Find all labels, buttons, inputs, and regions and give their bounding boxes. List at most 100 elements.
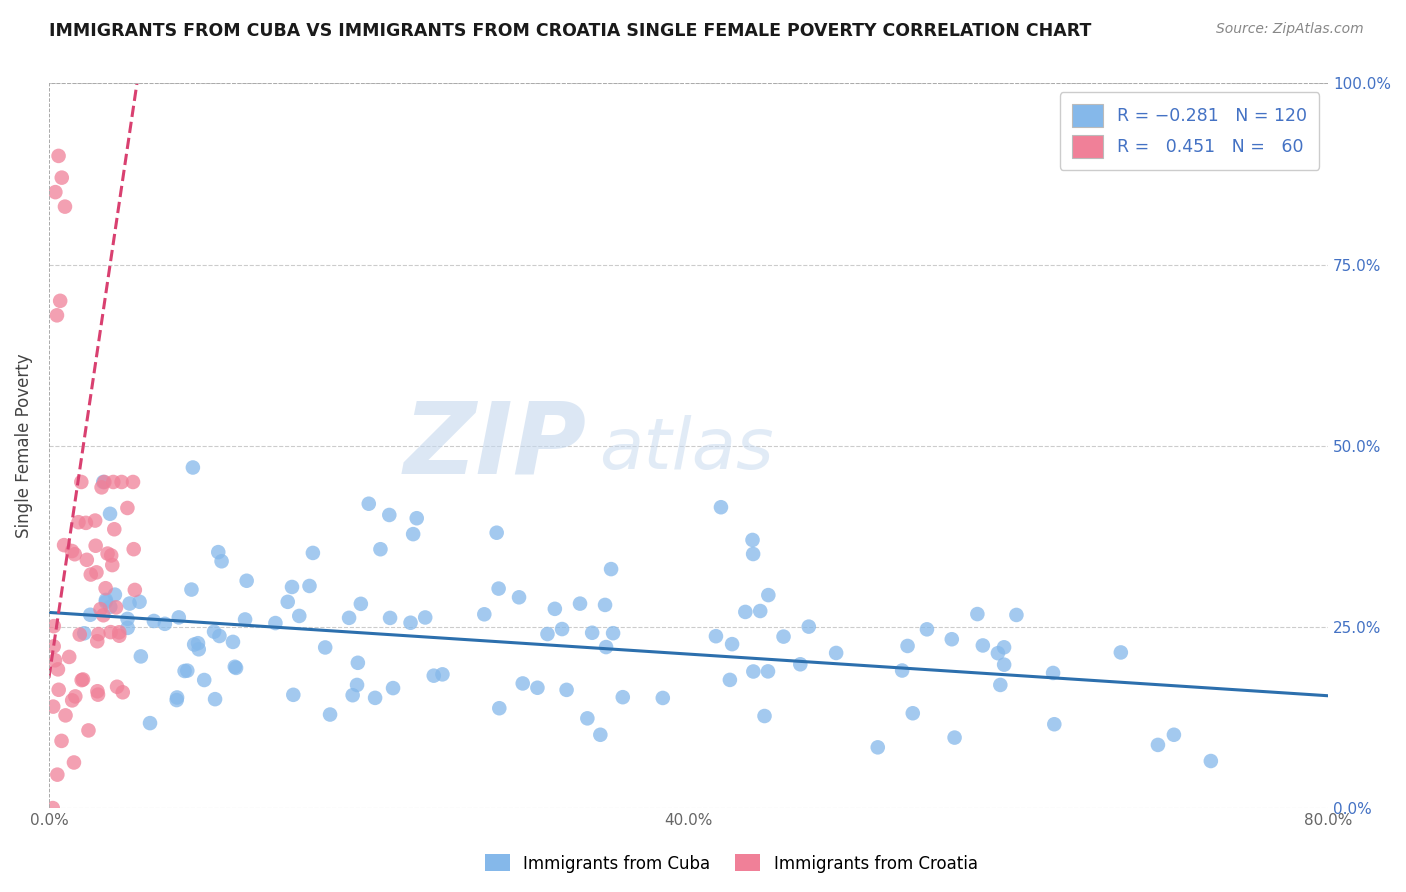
Point <box>319 707 342 722</box>
Point <box>526 681 548 695</box>
Point <box>187 642 209 657</box>
Point <box>378 611 401 625</box>
Point <box>87 688 110 702</box>
Point <box>941 632 963 647</box>
Point <box>80 567 103 582</box>
Point <box>183 638 205 652</box>
Point <box>202 624 225 639</box>
Point <box>48 149 70 163</box>
Legend: R = −0.281   N = 120, R =   0.451   N =   60: R = −0.281 N = 120, R = 0.451 N = 60 <box>1060 92 1319 169</box>
Point <box>55 708 77 723</box>
Point <box>117 621 139 635</box>
Point <box>789 657 811 672</box>
Point <box>60 693 83 707</box>
Point <box>987 646 1010 660</box>
Point <box>555 682 578 697</box>
Point <box>101 558 124 573</box>
Point <box>187 636 209 650</box>
Point <box>48 682 70 697</box>
Point <box>943 731 966 745</box>
Point <box>46 662 69 676</box>
Point <box>72 673 94 687</box>
Point <box>108 629 131 643</box>
Point <box>110 475 132 489</box>
Point <box>42 699 65 714</box>
Point <box>536 627 558 641</box>
Point <box>508 591 530 605</box>
Text: atlas: atlas <box>599 415 773 483</box>
Point <box>84 514 107 528</box>
Point <box>288 609 311 624</box>
Point <box>342 688 364 702</box>
Point <box>122 475 145 489</box>
Point <box>988 678 1011 692</box>
Point <box>103 475 125 489</box>
Point <box>1043 717 1066 731</box>
Point <box>51 734 73 748</box>
Point <box>346 678 368 692</box>
Point <box>60 544 83 558</box>
Point <box>91 475 114 489</box>
Point <box>79 607 101 622</box>
Point <box>612 690 634 705</box>
Point <box>167 610 190 624</box>
Legend: Immigrants from Cuba, Immigrants from Croatia: Immigrants from Cuba, Immigrants from Cr… <box>478 847 984 880</box>
Point <box>364 690 387 705</box>
Point <box>117 612 139 626</box>
Point <box>485 525 508 540</box>
Point <box>277 595 299 609</box>
Point <box>76 553 98 567</box>
Point <box>749 604 772 618</box>
Point <box>432 667 454 681</box>
Point <box>100 625 122 640</box>
Point <box>67 515 90 529</box>
Point <box>111 685 134 699</box>
Point <box>581 625 603 640</box>
Point <box>46 309 69 323</box>
Point <box>772 630 794 644</box>
Point <box>551 622 574 636</box>
Point <box>281 580 304 594</box>
Point <box>93 475 115 489</box>
Point <box>298 579 321 593</box>
Point <box>1005 607 1028 622</box>
Point <box>576 711 599 725</box>
Y-axis label: Single Female Poverty: Single Female Poverty <box>15 353 32 538</box>
Point <box>544 602 567 616</box>
Point <box>108 625 131 640</box>
Point <box>98 507 121 521</box>
Point <box>264 616 287 631</box>
Point <box>97 547 120 561</box>
Point <box>314 640 336 655</box>
Point <box>63 756 86 770</box>
Point <box>825 646 848 660</box>
Point <box>44 653 66 667</box>
Point <box>378 508 401 522</box>
Point <box>103 522 125 536</box>
Point <box>569 597 592 611</box>
Point <box>70 673 93 687</box>
Point <box>225 661 247 675</box>
Point <box>70 475 93 489</box>
Point <box>350 597 373 611</box>
Point <box>993 640 1015 655</box>
Point <box>42 801 65 815</box>
Point <box>94 581 117 595</box>
Point <box>742 547 765 561</box>
Point <box>651 690 673 705</box>
Point <box>756 588 779 602</box>
Point <box>472 607 495 622</box>
Point <box>866 740 889 755</box>
Point <box>86 684 108 698</box>
Point <box>176 664 198 678</box>
Point <box>77 723 100 738</box>
Point <box>142 614 165 628</box>
Point <box>139 716 162 731</box>
Point <box>488 701 510 715</box>
Point <box>193 673 215 687</box>
Point <box>399 615 422 630</box>
Point <box>235 574 257 588</box>
Point <box>901 706 924 721</box>
Point <box>51 170 73 185</box>
Point <box>166 693 188 707</box>
